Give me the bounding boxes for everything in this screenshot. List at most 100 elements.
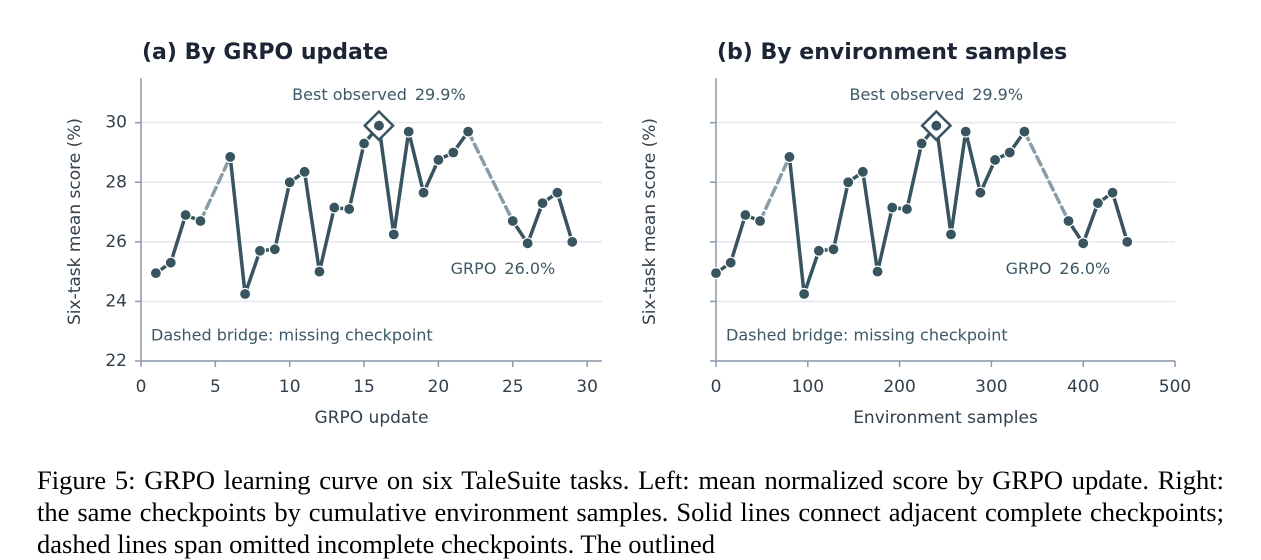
y-tick-label: 28 [105, 172, 127, 192]
line-segment [228, 155, 247, 296]
point [402, 125, 415, 138]
x-axis-label: Environment samples [853, 408, 1038, 428]
point [856, 165, 869, 178]
point [566, 235, 579, 248]
x-tick-label: 20 [428, 377, 450, 397]
line-segment [963, 129, 983, 195]
point [1003, 146, 1016, 159]
point [1077, 237, 1090, 250]
point [253, 244, 267, 257]
point [372, 119, 386, 132]
point [974, 186, 987, 199]
line-segment [555, 190, 575, 244]
point [871, 265, 884, 278]
y-tick-label: 22 [105, 351, 127, 371]
x-axis-label: GRPO update [315, 408, 429, 428]
point [328, 201, 341, 214]
point [900, 202, 914, 216]
line-segment [168, 213, 188, 265]
best-label: 29.9% [972, 85, 1023, 104]
point [739, 208, 752, 222]
caption: Figure 5: GRPO learning curve on six Tal… [37, 465, 1224, 559]
x-tick-label: 0 [711, 377, 722, 397]
point [149, 267, 162, 280]
y-tick-label: 26 [105, 232, 127, 252]
point [462, 125, 475, 138]
point [842, 176, 855, 189]
best-annotation: Best observed 29.9% [850, 85, 1024, 104]
line-segment [787, 155, 806, 296]
point [724, 256, 737, 269]
point [194, 214, 207, 228]
point [387, 228, 400, 241]
y-tick-label: 24 [105, 291, 127, 311]
line-segment [861, 170, 880, 274]
line-segment [1081, 201, 1100, 246]
series-name: GRPO [451, 258, 497, 277]
end-label: 26.0% [504, 258, 555, 277]
point [812, 244, 825, 257]
x-tick-label: 10 [279, 377, 301, 397]
x-tick-label: 500 [1159, 377, 1191, 397]
point [1106, 186, 1119, 199]
line-segment [392, 129, 411, 237]
line-segment [831, 180, 850, 252]
line-segment [377, 123, 396, 237]
x-tick-label: 200 [883, 377, 915, 397]
point [417, 186, 430, 199]
line-segment [934, 123, 953, 237]
point [930, 119, 943, 132]
point [521, 237, 534, 250]
line-segment [875, 205, 895, 274]
point [238, 287, 252, 301]
point [944, 228, 958, 241]
end-label: 26.0% [1059, 258, 1110, 277]
point [753, 214, 767, 228]
best-text: Best observed [850, 85, 965, 104]
point [1018, 125, 1031, 138]
point [432, 153, 445, 167]
line-segment [347, 141, 366, 211]
x-tick-label: 300 [975, 377, 1007, 397]
x-tick-label: 5 [210, 377, 221, 397]
point [447, 146, 460, 159]
point [298, 165, 311, 178]
point [1062, 214, 1075, 228]
point [551, 186, 564, 199]
note: Dashed bridge: missing checkpoint [726, 326, 1008, 345]
bridge-segment [758, 155, 792, 223]
best-label: 29.9% [415, 85, 466, 104]
point [224, 150, 237, 164]
x-tick-label: 100 [792, 377, 824, 397]
chart-title: (b) By environment samples [717, 40, 1067, 65]
point [536, 197, 549, 210]
point [886, 201, 899, 214]
y-axis-label: Six-task mean score (%) [640, 118, 660, 325]
point [915, 137, 928, 150]
line-segment [802, 249, 821, 296]
x-tick-label: 0 [136, 377, 147, 397]
x-tick-label: 400 [1067, 377, 1099, 397]
line-segment [905, 141, 924, 211]
x-tick-label: 25 [502, 377, 524, 397]
y-tick-label: 30 [105, 113, 127, 133]
point [283, 176, 296, 189]
point [709, 267, 723, 280]
bridge-segment [198, 155, 232, 223]
y-axis-label: Six-task mean score (%) [65, 118, 85, 325]
x-tick-label: 15 [353, 377, 375, 397]
point [827, 243, 840, 256]
point [164, 256, 177, 269]
point [179, 208, 192, 222]
point [798, 287, 811, 301]
point [1091, 197, 1104, 210]
end-annotation: GRPO 26.0% [1006, 258, 1111, 277]
best-text: Best observed [292, 85, 407, 104]
x-tick-label: 30 [576, 377, 598, 397]
best-annotation: Best observed 29.9% [292, 85, 466, 104]
point [357, 137, 371, 150]
point [1121, 235, 1134, 248]
point [988, 153, 1002, 167]
